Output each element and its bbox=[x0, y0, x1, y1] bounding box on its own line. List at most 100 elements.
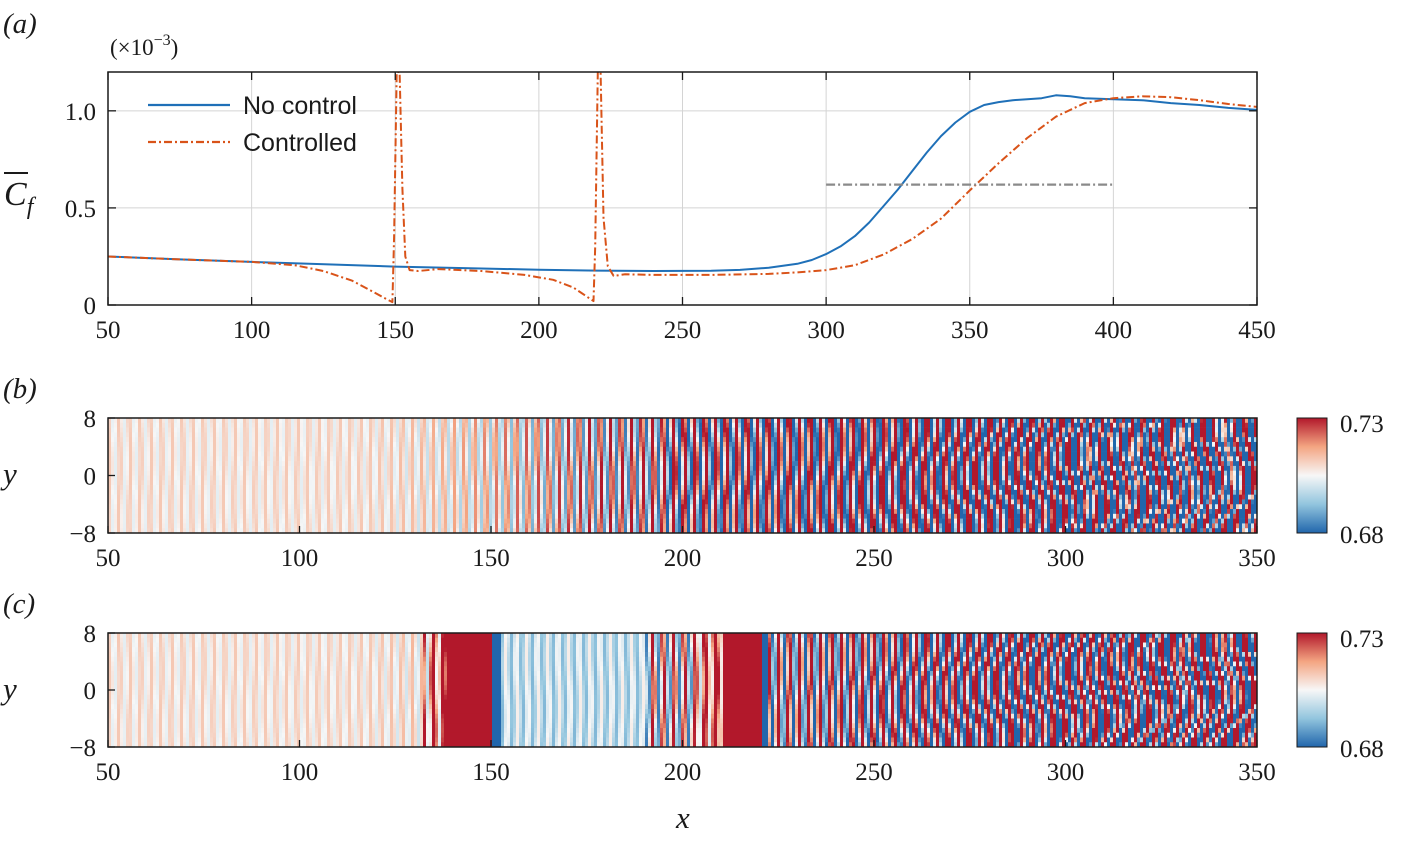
heatmap-cell bbox=[564, 489, 568, 495]
heatmap-cell bbox=[282, 432, 286, 438]
heatmap-cell bbox=[465, 422, 469, 428]
heatmap-cell bbox=[216, 437, 220, 443]
heatmap-cell bbox=[174, 494, 178, 500]
heatmap-cell bbox=[351, 437, 355, 443]
heatmap-cell bbox=[498, 446, 502, 452]
heatmap-cell bbox=[609, 489, 613, 495]
heatmap-cell bbox=[309, 509, 313, 515]
heatmap-cell bbox=[126, 461, 130, 467]
heatmap-cell bbox=[522, 418, 526, 424]
heatmap-cell bbox=[153, 437, 157, 443]
heatmap-cell bbox=[423, 441, 427, 448]
heatmap-cell bbox=[705, 422, 709, 428]
heatmap-cell bbox=[600, 451, 604, 457]
heatmap-cell bbox=[717, 480, 721, 486]
heatmap-cell bbox=[555, 528, 559, 534]
heatmap-cell bbox=[558, 523, 562, 529]
heatmap-cell bbox=[633, 446, 637, 452]
heatmap-cell bbox=[528, 494, 532, 500]
heatmap-cell bbox=[480, 504, 484, 510]
heatmap-cell bbox=[255, 489, 259, 495]
heatmap-cell bbox=[309, 441, 313, 448]
heatmap-cell bbox=[237, 513, 241, 519]
heatmap-cell bbox=[492, 422, 496, 428]
heatmap-cell bbox=[255, 513, 259, 519]
heatmap-cell bbox=[561, 470, 565, 476]
heatmap-cell bbox=[534, 437, 538, 443]
heatmap-cell bbox=[660, 451, 664, 457]
heatmap-cell bbox=[303, 528, 307, 534]
heatmap-cell bbox=[531, 432, 535, 438]
heatmap-cell bbox=[405, 432, 409, 438]
heatmap-cell bbox=[690, 422, 694, 428]
heatmap-cell bbox=[651, 437, 655, 443]
heatmap-cell bbox=[672, 499, 676, 505]
heatmap-cell bbox=[201, 480, 205, 486]
heatmap-cell bbox=[642, 528, 646, 534]
heatmap-cell bbox=[666, 509, 670, 515]
heatmap-cell bbox=[432, 494, 436, 500]
heatmap-cell bbox=[678, 499, 682, 505]
heatmap-cell bbox=[699, 418, 703, 424]
heatmap-cell bbox=[564, 432, 568, 438]
heatmap-cell bbox=[510, 437, 514, 443]
heatmap-cell bbox=[438, 446, 442, 452]
heatmap-cell bbox=[591, 485, 595, 491]
heatmap-cell bbox=[282, 456, 286, 462]
heatmap-cell bbox=[288, 427, 292, 433]
heatmap-cell bbox=[285, 475, 289, 481]
heatmap-cell bbox=[705, 504, 709, 510]
heatmap-cell bbox=[603, 470, 607, 476]
heatmap-cell bbox=[240, 499, 244, 505]
heatmap-cell bbox=[273, 504, 277, 510]
heatmap-cell bbox=[399, 422, 403, 428]
heatmap-cell bbox=[612, 494, 616, 500]
heatmap-cell bbox=[153, 456, 157, 462]
heatmap-cell bbox=[252, 489, 256, 495]
heatmap-cell bbox=[690, 432, 694, 438]
heatmap-cell bbox=[684, 418, 688, 424]
heatmap-cell bbox=[411, 480, 415, 486]
heatmap-cell bbox=[183, 499, 187, 505]
heatmap-cell bbox=[549, 499, 553, 505]
heatmap-cell bbox=[522, 513, 526, 519]
heatmap-cell bbox=[162, 509, 166, 515]
heatmap-cell bbox=[606, 432, 610, 438]
heatmap-cell bbox=[549, 437, 553, 443]
heatmap-cell bbox=[294, 456, 298, 462]
heatmap-cell bbox=[528, 509, 532, 515]
heatmap-cell bbox=[132, 418, 136, 424]
heatmap-cell bbox=[192, 441, 196, 448]
heatmap-cell bbox=[378, 456, 382, 462]
heatmap-cell bbox=[270, 456, 274, 462]
heatmap-cell bbox=[246, 461, 250, 467]
heatmap-cell bbox=[222, 427, 226, 433]
heatmap-cell bbox=[708, 437, 712, 443]
heatmap-cell bbox=[648, 427, 652, 433]
heatmap-cell bbox=[636, 499, 640, 505]
heatmap-cell bbox=[243, 418, 247, 424]
heatmap-cell bbox=[684, 456, 688, 462]
heatmap-cell bbox=[126, 437, 130, 443]
heatmap-cell bbox=[594, 437, 598, 443]
heatmap-cell bbox=[702, 470, 706, 476]
heatmap-cell bbox=[162, 461, 166, 467]
heatmap-cell bbox=[387, 456, 391, 462]
heatmap-cell bbox=[456, 418, 460, 424]
heatmap-cell bbox=[408, 475, 412, 481]
heatmap-cell bbox=[552, 504, 556, 510]
heatmap-cell bbox=[231, 465, 235, 472]
heatmap-cell bbox=[366, 427, 370, 433]
heatmap-cell bbox=[483, 475, 487, 481]
heatmap-cell bbox=[657, 446, 661, 452]
heatmap-cell bbox=[405, 437, 409, 443]
heatmap-cell bbox=[348, 432, 352, 438]
heatmap-cell bbox=[462, 528, 466, 534]
heatmap-cell bbox=[207, 446, 211, 452]
heatmap-cell bbox=[708, 489, 712, 495]
heatmap-cell bbox=[531, 418, 535, 424]
heatmap-cell bbox=[363, 456, 367, 462]
heatmap-cell bbox=[168, 494, 172, 500]
heatmap-cell bbox=[459, 432, 463, 438]
